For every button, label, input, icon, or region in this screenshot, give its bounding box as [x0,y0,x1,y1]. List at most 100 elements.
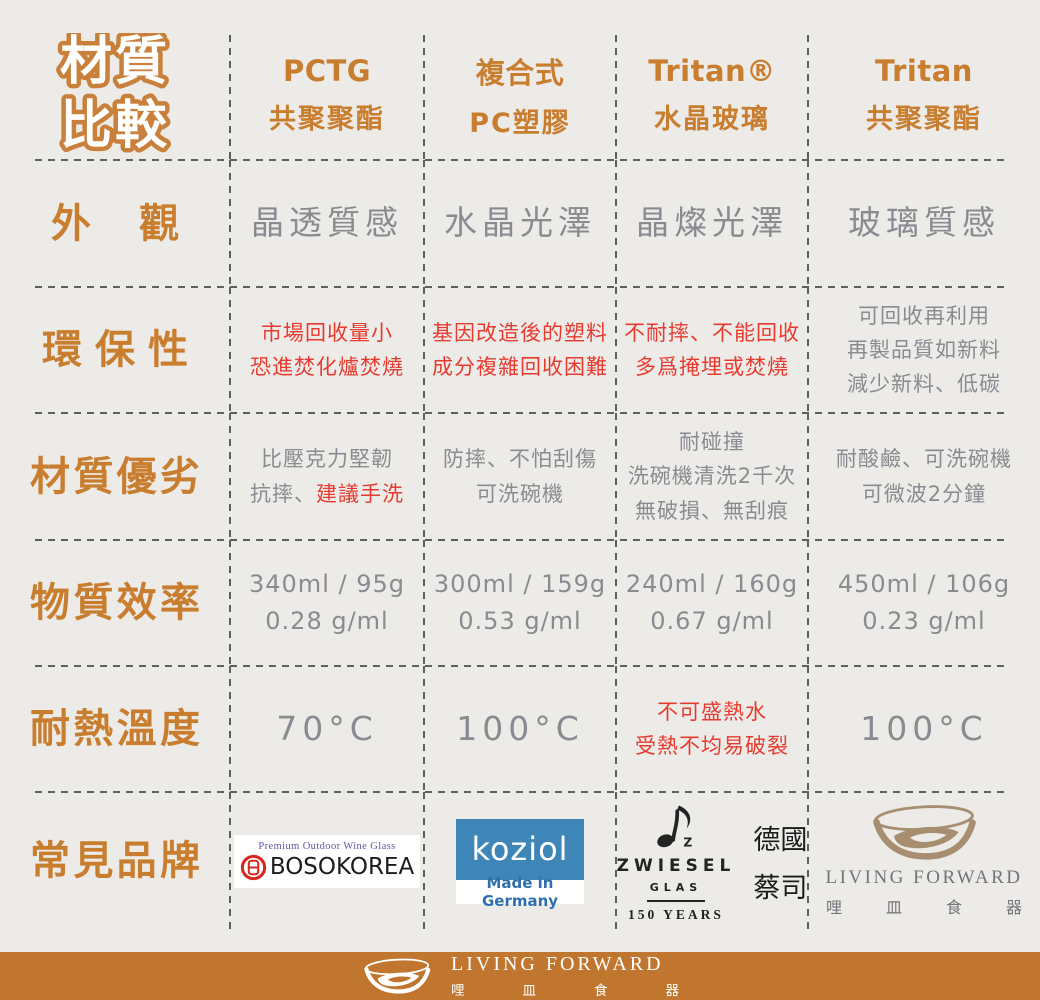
warning-text: 基因改造後的塑料 [432,320,608,345]
living-forward-name: LIVING FORWARD [825,867,1023,888]
cell-line: 恐進焚化爐焚燒 [250,350,404,384]
bosokorea-name: BOSOKOREA [269,854,415,880]
cell-text: 100°C [860,708,988,748]
footer-brand-bar: LIVING FORWARD 哩皿食器 [0,952,1040,1000]
zwiesel-z: Z [683,836,692,850]
row-label-cell: 物質效率 [0,540,231,666]
brand-cell-bosokorea: Premium Outdoor Wine Glass BOSOKOREA [230,792,425,930]
cell-heat-0: 70°C [230,666,425,792]
cell-line: 100°C [860,708,988,751]
row-label: 常見品牌 [30,838,200,884]
cell-line: 不可盛熱水 [657,695,767,729]
cell-line: 可微波2分鐘 [862,477,986,511]
cell-quality-1: 防摔、不怕刮傷 可洗碗機 [424,413,617,540]
zwiesel-country-top: 德國 [753,824,808,856]
cell-quality-3: 耐酸鹼、可洗碗機 可微波2分鐘 [808,413,1040,540]
footer-brand-name: LIVING FORWARD [451,953,664,975]
cell-line: 可洗碗機 [476,477,564,511]
koziol-name: koziol [456,818,584,880]
cell-line: 240ml / 160g [626,566,798,603]
cell-line: 成分複雜回收困難 [432,350,608,384]
warning-text: 不耐摔、不能回收 [624,320,800,345]
zwiesel-divider [647,900,705,902]
cell-appearance-0: 晶透質感 [230,160,425,287]
warning-text: 受熱不均易破裂 [635,734,789,758]
living-forward-logo: LIVING FORWARD 哩皿食器 [825,804,1022,918]
cell-text: 可洗碗機 [476,481,564,506]
cell-text: 再製品質如新料 [847,337,1001,362]
cell-heat-2: 不可盛熱水受熱不均易破裂 [616,666,809,792]
cell-line: 市場回收量小 [261,316,393,350]
cell-line: 再製品質如新料 [847,333,1001,367]
cell-line: 0.53 g/ml [458,603,581,640]
cell-text: 450ml / 106g [837,569,1011,598]
cell-line: 基因改造後的塑料 [432,316,608,350]
music-note-icon: Z [657,805,692,850]
cell-text: 晶透質感 [251,203,403,243]
row-efficiency: 物質效率 340ml / 95g 0.28 g/ml 300ml / 159g 0.53… [0,540,1040,667]
row-heat: 耐熱溫度 70°C 100°C 不可盛熱水受熱不均易破裂 100°C [0,666,1040,793]
page-title: 材質 比較 [55,33,171,158]
cell-line: 450ml / 106g [838,566,1010,603]
column-header-line1: PCTG [282,54,372,88]
column-header-pctg: PCTG 共聚聚酯 [230,0,425,160]
row-label-cell: 常見品牌 [0,792,231,930]
bosokorea-logo: Premium Outdoor Wine Glass BOSOKOREA [234,834,420,888]
column-header-line1: 複合式 [475,56,565,90]
row-label-cell: 環保性 [0,287,231,413]
warning-text: 成分複雜回收困難 [432,355,608,379]
footer-brand-cjk: 哩皿食器 [451,983,679,999]
column-header-line1: Tritan [875,54,973,88]
row-label: 物質效率 [30,580,200,626]
koziol-logo: koziol Made in Germany [456,818,584,910]
cell-line: 減少新料、低碳 [847,367,1001,401]
cell-text: 防摔、不怕刮傷 [443,447,597,472]
cell-text: 70°C [276,708,378,748]
cell-line: 70°C [276,708,378,751]
brand-cell-zwiesel: Z ZWIESEL GLAS 150 YEARS 德國 蔡司 [616,792,809,930]
cell-eco-3: 可回收再利用 再製品質如新料減少新料、低碳 [808,287,1040,413]
cell-line: 0.28 g/ml [265,603,388,640]
zwiesel-country-label: 德國 蔡司 [753,818,807,905]
cell-line: 水晶光澤 [444,202,596,245]
warning-text: 不可盛熱水 [657,699,767,724]
cell-appearance-3: 玻璃質感 [808,160,1040,287]
cell-appearance-2: 晶燦光澤 [616,160,809,287]
row-eco: 環保性 市場回收量小 恐進焚化爐焚燒 基因改造後的塑料 成分複雜回收困難 不耐摔、不能回收… [0,287,1040,414]
warning-text: 建議手洗 [316,481,404,506]
living-forward-cjk: 哩皿食器 [826,898,1022,917]
bosokorea-tagline: Premium Outdoor Wine Glass [258,840,396,852]
column-header-line2: 共聚聚酯 [866,104,982,135]
row-brands: 常見品牌 Premium Outdoor Wine Glass BOSOKORE… [0,792,1040,930]
cell-text: 水晶光澤 [444,203,596,243]
cell-text: 玻璃質感 [848,203,1000,243]
column-header-line2: PC塑膠 [469,108,571,139]
cell-heat-1: 100°C [424,666,617,792]
header-row: 材質 比較 PCTG 共聚聚酯 複合式 PC塑膠 Tritan® 水晶玻璃 Tr… [0,0,1040,161]
column-header-tritan-crystal: Tritan® 水晶玻璃 [616,0,809,160]
cell-line: 0.67 g/ml [650,603,773,640]
cell-line: 比壓克力堅韌 [261,442,393,476]
cell-text: 可微波2分鐘 [861,481,987,506]
title-line-1: 材質 [60,33,170,92]
cell-text: 300ml / 159g [433,569,607,598]
cell-text: 0.28 g/ml [265,607,389,635]
cell-line: 0.23 g/ml [862,603,985,640]
cell-line: 抗摔、建議手洗 [250,477,404,511]
row-appearance: 外觀 晶透質感 水晶光澤 晶燦光澤 玻璃質感 [0,160,1040,288]
cell-text: 比壓克力堅韌 [261,447,393,472]
cell-text: 抗摔、 [250,481,316,506]
cell-line: 耐碰撞 [679,425,745,459]
cell-line: 多爲掩埋或焚燒 [635,350,789,384]
cell-line: 不耐摔、不能回收 [624,316,800,350]
cell-line: 受熱不均易破裂 [635,729,789,763]
column-header-line2: 共聚聚酯 [269,104,385,135]
row-label-cell: 材質優劣 [0,413,231,540]
cell-text: 可回收再利用 [858,303,990,328]
row-label: 環保性 [42,327,188,373]
cell-line: 晶透質感 [251,202,403,245]
cell-text: 洗碗機清洗2千次 [627,464,797,489]
cell-text: 100°C [456,708,584,748]
footer-spacer [0,930,1040,952]
row-label: 耐熱溫度 [30,706,200,752]
